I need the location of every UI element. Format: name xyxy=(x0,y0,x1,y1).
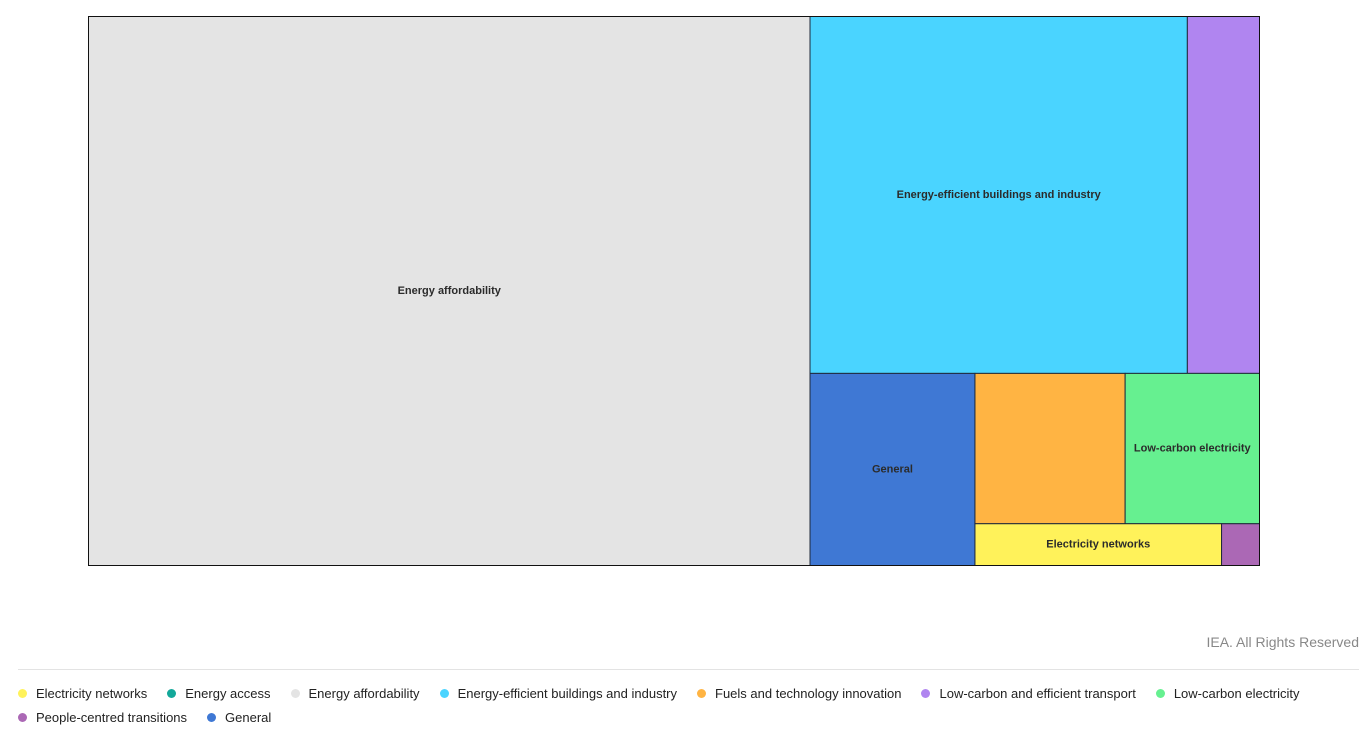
legend-label: Low-carbon and efficient transport xyxy=(939,685,1136,701)
tile-energy-efficient-buildings-and-industry[interactable] xyxy=(809,16,1188,374)
tile-low-carbon-and-efficient-transport[interactable] xyxy=(1186,16,1260,374)
tile-people-centred-transitions[interactable] xyxy=(1221,523,1260,567)
legend-label: People-centred transitions xyxy=(36,709,188,725)
legend-item-fuels-and-technology-innovation[interactable]: Fuels and technology innovation xyxy=(697,684,901,702)
legend-dot-icon xyxy=(207,712,217,722)
tile-label-electricity-networks: Electricity networks xyxy=(1046,539,1150,551)
tile-label-energy-affordability: Energy affordability xyxy=(398,285,502,297)
chart-legend: Electricity networks Energy access Energy … xyxy=(18,684,1348,726)
legend-item-energy-affordability[interactable]: Energy affordability xyxy=(290,684,420,702)
credit-text: IEA. All Rights Reserved xyxy=(1206,634,1359,650)
tile-label-low-carbon-electricity: Low-carbon electricity xyxy=(1134,442,1252,454)
tile-label-general: General xyxy=(872,463,913,475)
legend-label: General xyxy=(225,709,272,725)
tile-label-energy-efficient-buildings-and-industry: Energy-efficient buildings and industry xyxy=(897,189,1102,201)
tile-energy-affordability[interactable] xyxy=(88,16,811,566)
treemap-frame xyxy=(88,16,1260,566)
legend-label: Energy-efficient buildings and industry xyxy=(457,685,678,701)
legend-dot-icon xyxy=(439,688,449,698)
legend-item-low-carbon-and-efficient-transport[interactable]: Low-carbon and efficient transport xyxy=(921,684,1136,702)
legend-label: Electricity networks xyxy=(36,685,148,701)
legend-label: Low-carbon electricity xyxy=(1173,685,1300,701)
legend-item-low-carbon-electricity[interactable]: Low-carbon electricity xyxy=(1155,684,1300,702)
legend-label: Energy access xyxy=(185,685,271,701)
legend-dot-icon xyxy=(167,688,177,698)
legend-item-people-centred-transitions[interactable]: People-centred transitions xyxy=(18,708,187,726)
legend-dot-icon xyxy=(290,688,300,698)
legend-item-energy-access[interactable]: Energy access xyxy=(167,684,271,702)
legend-dot-icon xyxy=(697,688,707,698)
legend-label: Fuels and technology innovation xyxy=(715,685,902,701)
legend-dot-icon xyxy=(921,688,931,698)
tile-fuels-and-technology-innovation[interactable] xyxy=(974,372,1126,525)
legend-dot-icon xyxy=(18,688,27,698)
tile-general[interactable] xyxy=(809,372,976,567)
legend-item-general[interactable]: General xyxy=(207,708,271,726)
legend-item-energy-efficient-buildings-and-industry[interactable]: Energy-efficient buildings and industry xyxy=(439,684,678,702)
legend-dot-icon xyxy=(18,712,27,722)
legend-label: Energy affordability xyxy=(308,685,420,701)
legend-dot-icon xyxy=(1155,688,1165,698)
legend-divider xyxy=(18,669,1359,670)
tile-low-carbon-electricity[interactable] xyxy=(1124,372,1260,525)
legend-item-electricity-networks[interactable]: Electricity networks xyxy=(18,684,147,702)
treemap-chart: Energy affordability Energy-efficient bui… xyxy=(88,16,1260,567)
